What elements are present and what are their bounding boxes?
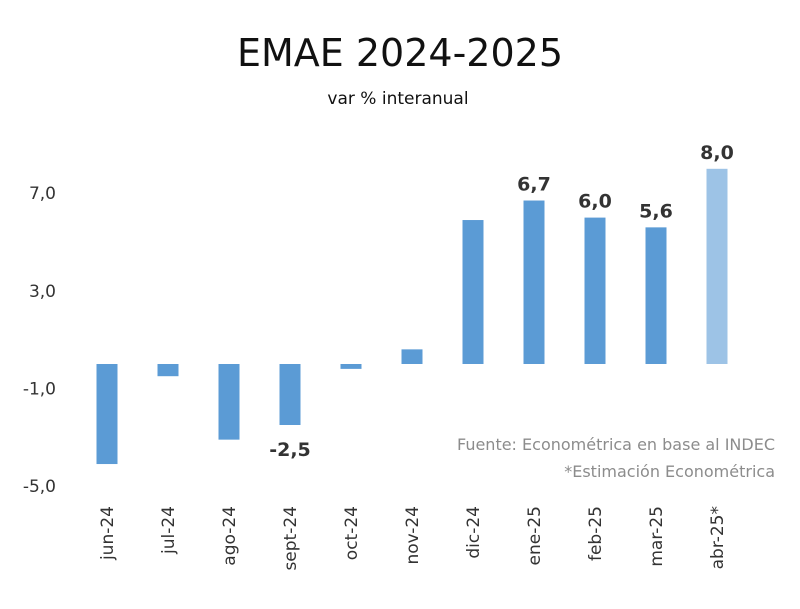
x-tick-label: nov-24 (403, 506, 423, 565)
data-label: 5,6 (639, 200, 673, 222)
bar-abr-25 (706, 168, 728, 364)
x-tick-label: dic-24 (464, 506, 484, 559)
bar-jul-24 (157, 364, 179, 377)
source-note: Fuente: Econométrica en base al INDEC (457, 435, 775, 454)
chart-subtitle: var % interanual (327, 89, 468, 109)
estimate-note: *Estimación Econométrica (564, 462, 775, 481)
bar-jun-24 (96, 364, 118, 465)
x-tick-label: oct-24 (342, 506, 362, 560)
x-tick-label: ago-24 (220, 506, 240, 566)
data-labels: -2,5 6,7 6,0 5,6 8,0 (269, 142, 734, 461)
bar-nov-24 (401, 349, 423, 364)
bar-sept-24 (279, 364, 301, 425)
x-tick-label: sept-24 (281, 506, 301, 571)
data-label: 6,7 (517, 174, 551, 196)
x-tick-label: ene-25 (525, 506, 545, 565)
x-tick-label: jun-24 (98, 506, 118, 561)
y-tick-label: 3,0 (29, 282, 56, 302)
data-label: -2,5 (269, 439, 311, 461)
data-label: 6,0 (578, 191, 612, 213)
bars-layer (96, 168, 728, 465)
x-tick-label: abr-25* (708, 506, 728, 569)
bar-dic-24 (462, 220, 484, 364)
data-label: 8,0 (700, 142, 734, 164)
bar-ago-24 (218, 364, 240, 440)
x-tick-label: jul-24 (159, 506, 179, 555)
bar-ene-25 (523, 200, 545, 364)
bar-oct-24 (340, 364, 362, 369)
bar-mar-25 (645, 227, 667, 364)
x-tick-label: feb-25 (586, 506, 606, 561)
y-axis-ticks: 7,0 3,0 -1,0 -5,0 (23, 184, 56, 497)
x-axis-ticks: jun-24 jul-24 ago-24 sept-24 oct-24 nov-24 dic… (98, 506, 728, 571)
y-tick-label: -5,0 (23, 477, 56, 497)
chart-title: EMAE 2024-2025 (237, 31, 563, 75)
y-tick-label: -1,0 (23, 379, 56, 399)
bar-feb-25 (584, 217, 606, 364)
x-tick-label: mar-25 (647, 506, 667, 567)
y-tick-label: 7,0 (29, 184, 56, 204)
